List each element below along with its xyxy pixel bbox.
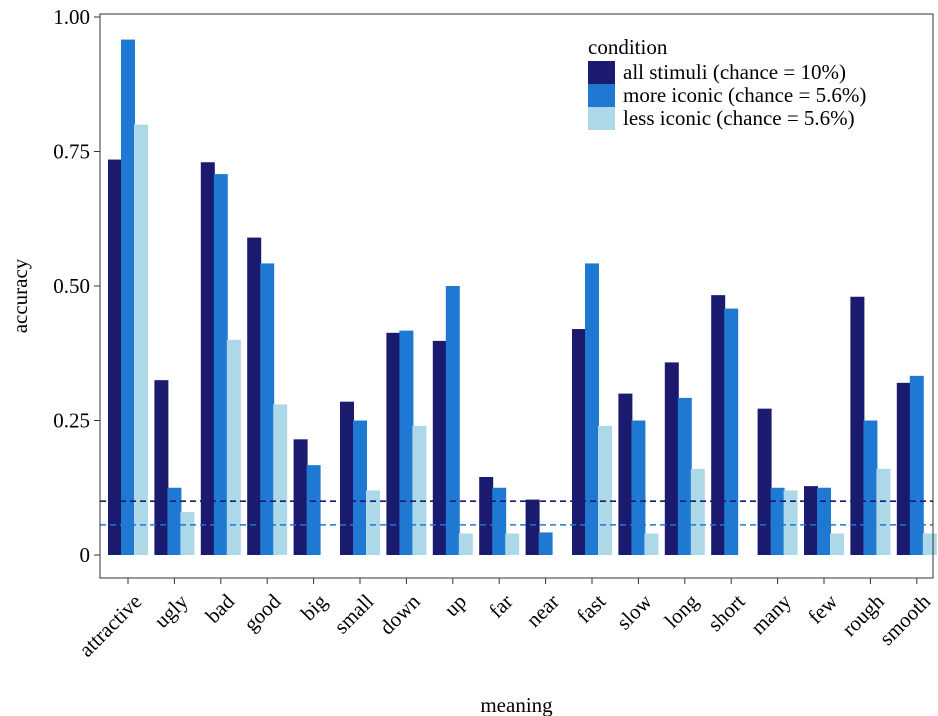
x-tick-label-bad: bad: [201, 589, 240, 628]
x-tick-label-up: up: [439, 589, 471, 621]
x-tick-label-down: down: [375, 589, 425, 639]
y-axis: 0 0.25 0.50 0.75 1.00: [53, 5, 100, 567]
bar-good-series-2: [260, 263, 275, 555]
bar-long-series-2: [677, 397, 692, 555]
bar-long-series-1: [664, 362, 679, 555]
x-axis-title: meaning: [480, 693, 553, 716]
bar-attractive-series-2: [121, 39, 135, 556]
bar-fast-series-3: [598, 425, 612, 555]
x-tick-label-good: good: [239, 589, 286, 636]
legend-label-3: less iconic (chance = 5.6%): [623, 106, 855, 130]
y-tick-label: 1.00: [53, 5, 90, 29]
x-tick-label-ugly: ugly: [149, 589, 193, 633]
bar-slow-series-1: [618, 393, 633, 555]
plot-panel-border: [99, 13, 934, 579]
x-tick-label-slow: slow: [612, 589, 658, 635]
bar-rough-series-3: [876, 468, 891, 555]
legend-swatch-3: [588, 107, 615, 130]
x-tick-label-few: few: [803, 589, 843, 629]
bar-attractive-series-1: [108, 159, 122, 555]
x-tick-label-smooth: smooth: [874, 589, 935, 650]
bar-up-series-2: [445, 286, 460, 555]
y-tick-label: 0.25: [53, 409, 90, 433]
bar-attractive-series-3: [134, 124, 148, 555]
x-tick-label-many: many: [746, 589, 796, 639]
legend-title: condition: [588, 35, 668, 59]
x-tick-label-small: small: [329, 589, 378, 638]
bar-rough-series-2: [863, 420, 878, 555]
bar-good-series-1: [247, 237, 262, 555]
bar-ugly-series-3: [180, 511, 195, 555]
legend-swatch-2: [588, 84, 615, 107]
bar-smooth-series-1: [896, 382, 911, 555]
bar-ugly-series-2: [167, 487, 182, 555]
bar-many-series-1: [757, 408, 772, 555]
bar-big-series-2: [306, 465, 321, 555]
legend-swatch-1: [588, 61, 615, 84]
bar-far-series-1: [479, 476, 494, 555]
bar-long-series-3: [690, 468, 705, 555]
x-tick-label-short: short: [703, 589, 750, 636]
x-tick-label-fast: fast: [572, 589, 611, 628]
y-axis-title: accuracy: [8, 258, 32, 333]
bar-smooth-series-2: [909, 375, 924, 555]
bar-rough-series-1: [850, 296, 865, 555]
bar-few-series-1: [804, 486, 818, 555]
reference-lines: [100, 500, 933, 526]
bar-bad-series-2: [213, 174, 228, 555]
bar-short-series-1: [711, 295, 726, 555]
bar-up-series-1: [432, 340, 447, 555]
bar-far-series-3: [505, 533, 520, 555]
bar-slow-series-2: [631, 420, 646, 555]
x-tick-label-near: near: [521, 589, 564, 632]
x-tick-label-attractive: attractive: [74, 589, 146, 661]
bar-ugly-series-1: [154, 380, 169, 555]
bar-small-series-3: [366, 490, 380, 555]
bar-small-series-1: [340, 401, 354, 555]
legend-label-2: more iconic (chance = 5.6%): [623, 83, 866, 107]
x-tick-label-far: far: [484, 589, 517, 622]
legend-label-1: all stimuli (chance = 10%): [623, 60, 846, 84]
y-tick-label: 0.50: [53, 274, 90, 298]
bar-bad-series-3: [226, 339, 241, 555]
y-tick-label: 0: [80, 543, 91, 567]
bar-few-series-3: [830, 533, 844, 555]
x-tick-label-long: long: [660, 589, 704, 633]
bar-good-series-3: [273, 404, 288, 555]
bar-many-series-3: [783, 490, 798, 555]
x-tick-label-big: big: [296, 589, 332, 625]
bar-down-series-1: [386, 332, 401, 555]
bar-small-series-2: [353, 420, 367, 555]
bar-bad-series-1: [200, 162, 215, 555]
bar-smooth-series-3: [922, 533, 937, 555]
bar-fast-series-2: [585, 263, 599, 555]
bar-down-series-2: [399, 330, 414, 555]
legend: condition all stimuli (chance = 10%)more…: [588, 35, 866, 130]
bar-down-series-3: [412, 425, 427, 555]
legend-items: all stimuli (chance = 10%)more iconic (c…: [588, 60, 866, 130]
bar-far-series-2: [492, 487, 507, 555]
bar-near-series-2: [538, 532, 553, 555]
bar-few-series-2: [817, 487, 831, 555]
bar-short-series-2: [724, 308, 739, 555]
bar-many-series-2: [770, 487, 785, 555]
y-tick-label: 0.75: [53, 140, 90, 164]
bar-slow-series-3: [644, 533, 659, 555]
bar-near-series-1: [525, 499, 540, 555]
bars-layer: [108, 39, 937, 556]
bar-big-series-1: [293, 439, 308, 555]
bar-up-series-3: [458, 533, 473, 555]
bar-fast-series-1: [572, 329, 586, 555]
